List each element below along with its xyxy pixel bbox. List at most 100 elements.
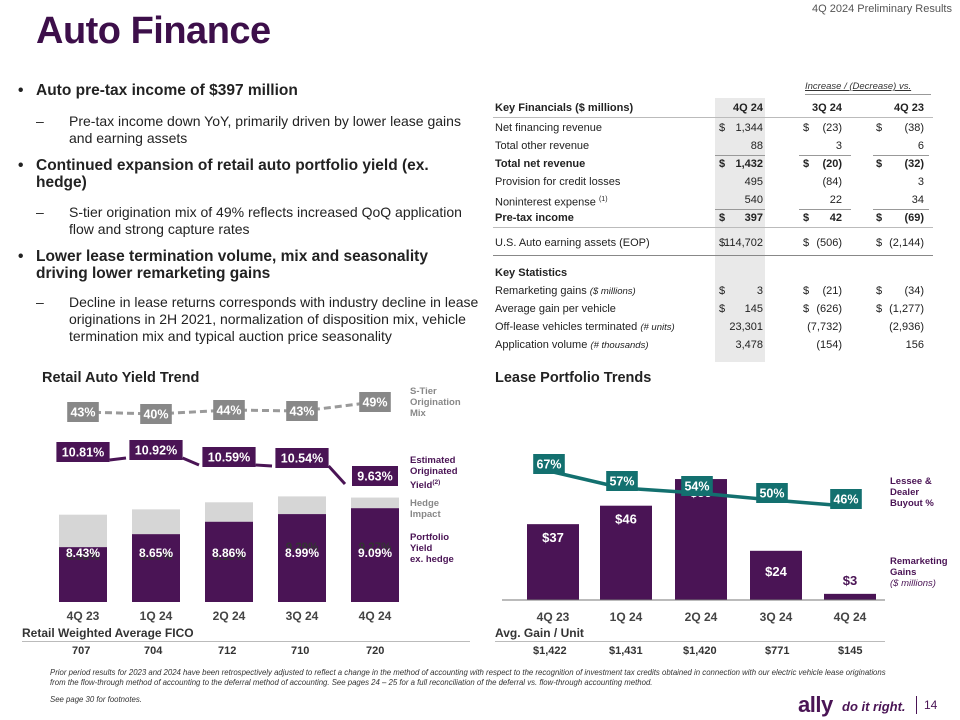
subtotal-line <box>873 155 929 156</box>
portfolio-yield-bar <box>59 547 107 602</box>
cell-4q23: 3 <box>917 176 924 188</box>
dollar-sign: $ <box>876 237 883 249</box>
row-unit: (# units) <box>640 322 675 333</box>
dollar-sign: $ <box>803 212 810 224</box>
buyout-label-box <box>681 476 713 496</box>
avg-gain-divider <box>495 641 885 642</box>
hedge-impact-bar <box>59 514 107 548</box>
s-tier-label-box <box>213 400 245 420</box>
remarketing-gain-bar <box>527 524 579 600</box>
footer-divider <box>916 696 917 714</box>
s-tier-label: 44% <box>216 404 241 418</box>
cell-4q23: (1,277) <box>889 303 924 315</box>
buyout-label: 57% <box>609 475 634 489</box>
avg-gain-value: $771 <box>765 645 790 657</box>
portfolio-yield-bar <box>351 508 399 602</box>
legend-line: ($ millions) <box>890 578 936 589</box>
col-header-4q24: 4Q 24 <box>733 102 763 114</box>
remarketing-legend: Remarketing Gains ($ millions) <box>890 556 948 589</box>
dollar-sign: $ <box>803 237 810 249</box>
dollar-sign: $ <box>719 122 726 134</box>
legend-line: Remarketing <box>890 556 948 567</box>
cell-4q24: 88 <box>750 140 763 152</box>
cell-3q24: (23) <box>822 122 842 134</box>
legend-line: Origination <box>410 397 461 408</box>
est-yield-label: 9.63% <box>357 470 392 484</box>
row-unit: (# thousands) <box>590 340 649 351</box>
dollar-sign: $ <box>719 212 726 224</box>
cell-3q24: (7,732) <box>807 321 842 333</box>
footnote-text: Prior period results for 2023 and 2024 h… <box>50 668 886 687</box>
cell-4q24: 145 <box>744 303 763 315</box>
table-row: Off-lease vehicles terminated (# units) … <box>493 318 933 336</box>
s-tier-label-box <box>140 404 172 424</box>
legend-line: Originated <box>410 466 458 477</box>
legend-line: S-Tier <box>410 386 437 397</box>
cell-4q24: 540 <box>744 194 763 206</box>
legend-line: Hedge <box>410 498 440 509</box>
cell-3q24: (626) <box>816 303 842 315</box>
est-yield-label-box <box>129 440 183 460</box>
legend-text: Yield <box>410 480 433 492</box>
fico-value: 707 <box>72 645 91 657</box>
s-tier-label: 43% <box>289 405 314 419</box>
dollar-sign: $ <box>719 303 726 315</box>
dollar-sign: $ <box>803 285 810 297</box>
buyout-label-box <box>830 489 862 509</box>
subtotal-line <box>799 209 851 210</box>
portfolio-value-label: 8.86% <box>212 546 246 560</box>
cell-4q23: 6 <box>917 140 924 152</box>
dollar-sign: $ <box>803 303 810 315</box>
table-row: Noninterest expense (1) 540 22 34 <box>493 191 933 209</box>
table-row: Total net revenue $1,432 $ (20) $ (32) <box>493 155 933 173</box>
row-label: Application volume (# thousands) <box>495 336 649 355</box>
est-yield-label: 10.92% <box>135 444 177 458</box>
legend-line: Yield(2) <box>410 477 458 491</box>
table-header-row: Key Financials ($ millions) 4Q 24 3Q 24 … <box>493 99 933 117</box>
buyout-label-box <box>606 471 638 491</box>
avg-gain-value: $1,431 <box>609 645 643 657</box>
cell-4q24: 3 <box>756 285 763 297</box>
cell-3q24: 3 <box>835 140 842 152</box>
est-yield-label: 10.54% <box>281 452 323 466</box>
legend-line: Estimated <box>410 455 456 466</box>
dollar-sign: $ <box>803 158 810 170</box>
report-subtitle: 4Q 2024 Preliminary Results <box>811 3 952 15</box>
sub-bullet-2: S-tier origination mix of 49% reflects i… <box>14 204 482 238</box>
dollar-sign: $ <box>876 158 883 170</box>
portfolio-yield-bar <box>205 521 253 602</box>
dollar-sign: $ <box>876 303 883 315</box>
subtotal-line <box>799 155 851 156</box>
bullet-2: Continued expansion of retail auto portf… <box>14 157 482 191</box>
row-label: Noninterest expense (1) <box>495 191 608 212</box>
stats-header: Key Statistics <box>495 267 568 279</box>
ally-logo: ally <box>798 692 833 717</box>
x-tick-label: 2Q 24 <box>213 609 246 623</box>
subtotal-line <box>715 209 765 210</box>
row-label: Total other revenue <box>495 140 590 152</box>
x-tick-label: 2Q 24 <box>685 610 718 624</box>
cell-4q23: (2,144) <box>889 237 924 249</box>
dollar-sign: $ <box>876 285 883 297</box>
page-title: Auto Finance <box>36 10 271 52</box>
dollar-sign: $ <box>719 285 726 297</box>
fico-value: 712 <box>218 645 237 657</box>
est-yield-label: 10.59% <box>208 451 250 465</box>
cell-3q24: 22 <box>829 194 842 206</box>
fico-value: 720 <box>366 645 385 657</box>
x-tick-label: 4Q 23 <box>537 610 570 624</box>
cell-4q24: 1,432 <box>735 158 763 170</box>
est-yield-line <box>182 456 200 467</box>
dollar-sign: $ <box>719 158 726 170</box>
row-label-text: Remarketing gains <box>495 285 587 297</box>
lease-chart-title: Lease Portfolio Trends <box>495 370 652 386</box>
fico-label: Retail Weighted Average FICO <box>22 626 194 640</box>
hedge-label: 9.07% <box>140 551 173 563</box>
row-unit: ($ millions) <box>589 286 636 297</box>
est-yield-line <box>327 464 347 486</box>
x-tick-label: 1Q 24 <box>610 610 643 624</box>
fico-value: 704 <box>144 645 163 657</box>
yield-chart-title: Retail Auto Yield Trend <box>42 370 200 386</box>
see-page-note: See page 30 for footnotes. <box>50 695 142 704</box>
